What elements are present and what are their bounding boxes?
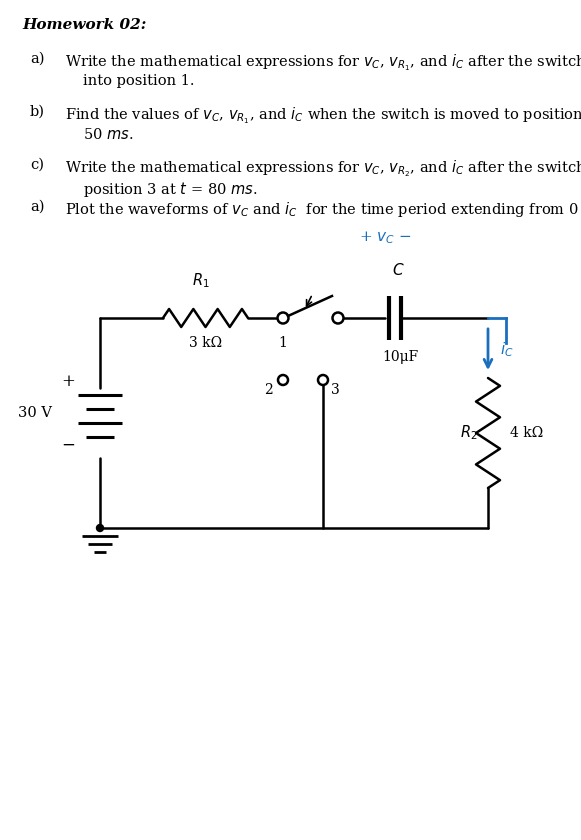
Text: 50 $ms$.: 50 $ms$. — [83, 127, 134, 142]
Circle shape — [96, 524, 103, 532]
Text: −: − — [61, 437, 75, 454]
Text: 1: 1 — [278, 336, 288, 350]
Text: +: + — [61, 372, 75, 390]
Text: position 3 at $t$ = 80 $ms$.: position 3 at $t$ = 80 $ms$. — [83, 180, 257, 199]
Text: $R_1$: $R_1$ — [192, 271, 209, 290]
Text: Homework 02:: Homework 02: — [22, 18, 146, 32]
Text: 30 V: 30 V — [18, 406, 52, 420]
Text: a): a) — [30, 52, 45, 66]
Text: 3 kΩ: 3 kΩ — [189, 336, 222, 350]
Text: 2: 2 — [264, 383, 273, 397]
Text: + $v_C$ −: + $v_C$ − — [358, 229, 411, 246]
Text: Find the values of $v_C$, $v_{R_1}$, and $i_C$ when the switch is moved to posit: Find the values of $v_C$, $v_{R_1}$, and… — [65, 105, 581, 126]
Text: $i_C$: $i_C$ — [500, 340, 514, 359]
Text: Plot the waveforms of $v_C$ and $i_C$  for the time period extending from 0 to 3: Plot the waveforms of $v_C$ and $i_C$ fo… — [65, 200, 581, 219]
Text: 3: 3 — [331, 383, 340, 397]
Text: $C$: $C$ — [392, 262, 404, 278]
Text: c): c) — [30, 158, 44, 172]
Text: a): a) — [30, 200, 45, 214]
Text: Write the mathematical expressions for $v_C$, $v_{R_1}$, and $i_C$ after the swi: Write the mathematical expressions for $… — [65, 52, 581, 72]
Text: into position 1.: into position 1. — [83, 74, 195, 88]
Text: $R_2$: $R_2$ — [461, 423, 478, 443]
Text: b): b) — [30, 105, 45, 119]
Text: 10μF: 10μF — [382, 350, 418, 364]
Text: Write the mathematical expressions for $v_C$, $v_{R_2}$, and $i_C$ after the swi: Write the mathematical expressions for $… — [65, 158, 581, 179]
Text: 4 kΩ: 4 kΩ — [510, 426, 543, 440]
